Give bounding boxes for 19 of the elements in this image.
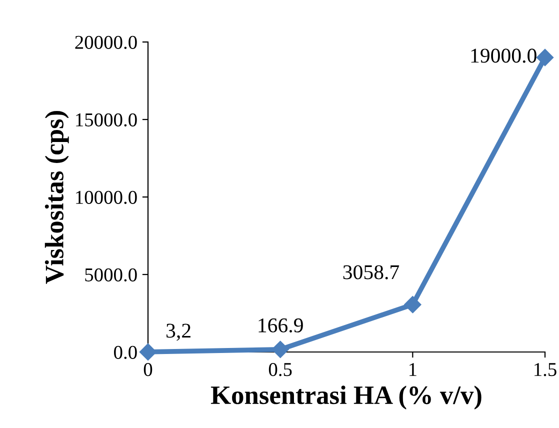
x-tick-label: 1 [410,363,416,376]
y-tick-label: 5000.0 [85,268,137,282]
y-axis-title: Viskositas (cps) [44,111,69,284]
x-tick-label: 0.5 [268,362,292,376]
data-label: 19000.0 [471,48,536,63]
x-axis-title: Konsentrasi HA (% v/v) [210,386,482,410]
point [536,48,554,66]
x-tick-label: 1.5 [534,363,556,376]
data-label: 166.9 [258,318,303,332]
y-tick-label: 20000.0 [75,36,137,50]
y-tick-label: 10000.0 [76,190,137,204]
data-label: 3,2 [166,324,190,341]
point [272,340,289,358]
point [139,343,157,360]
y-tick-label: 0.0 [114,346,137,360]
data-label: 3058.7 [343,265,400,280]
point [404,296,422,314]
y-tick-label: 15000.0 [76,113,137,127]
x-tick-label: 0 [144,362,152,376]
